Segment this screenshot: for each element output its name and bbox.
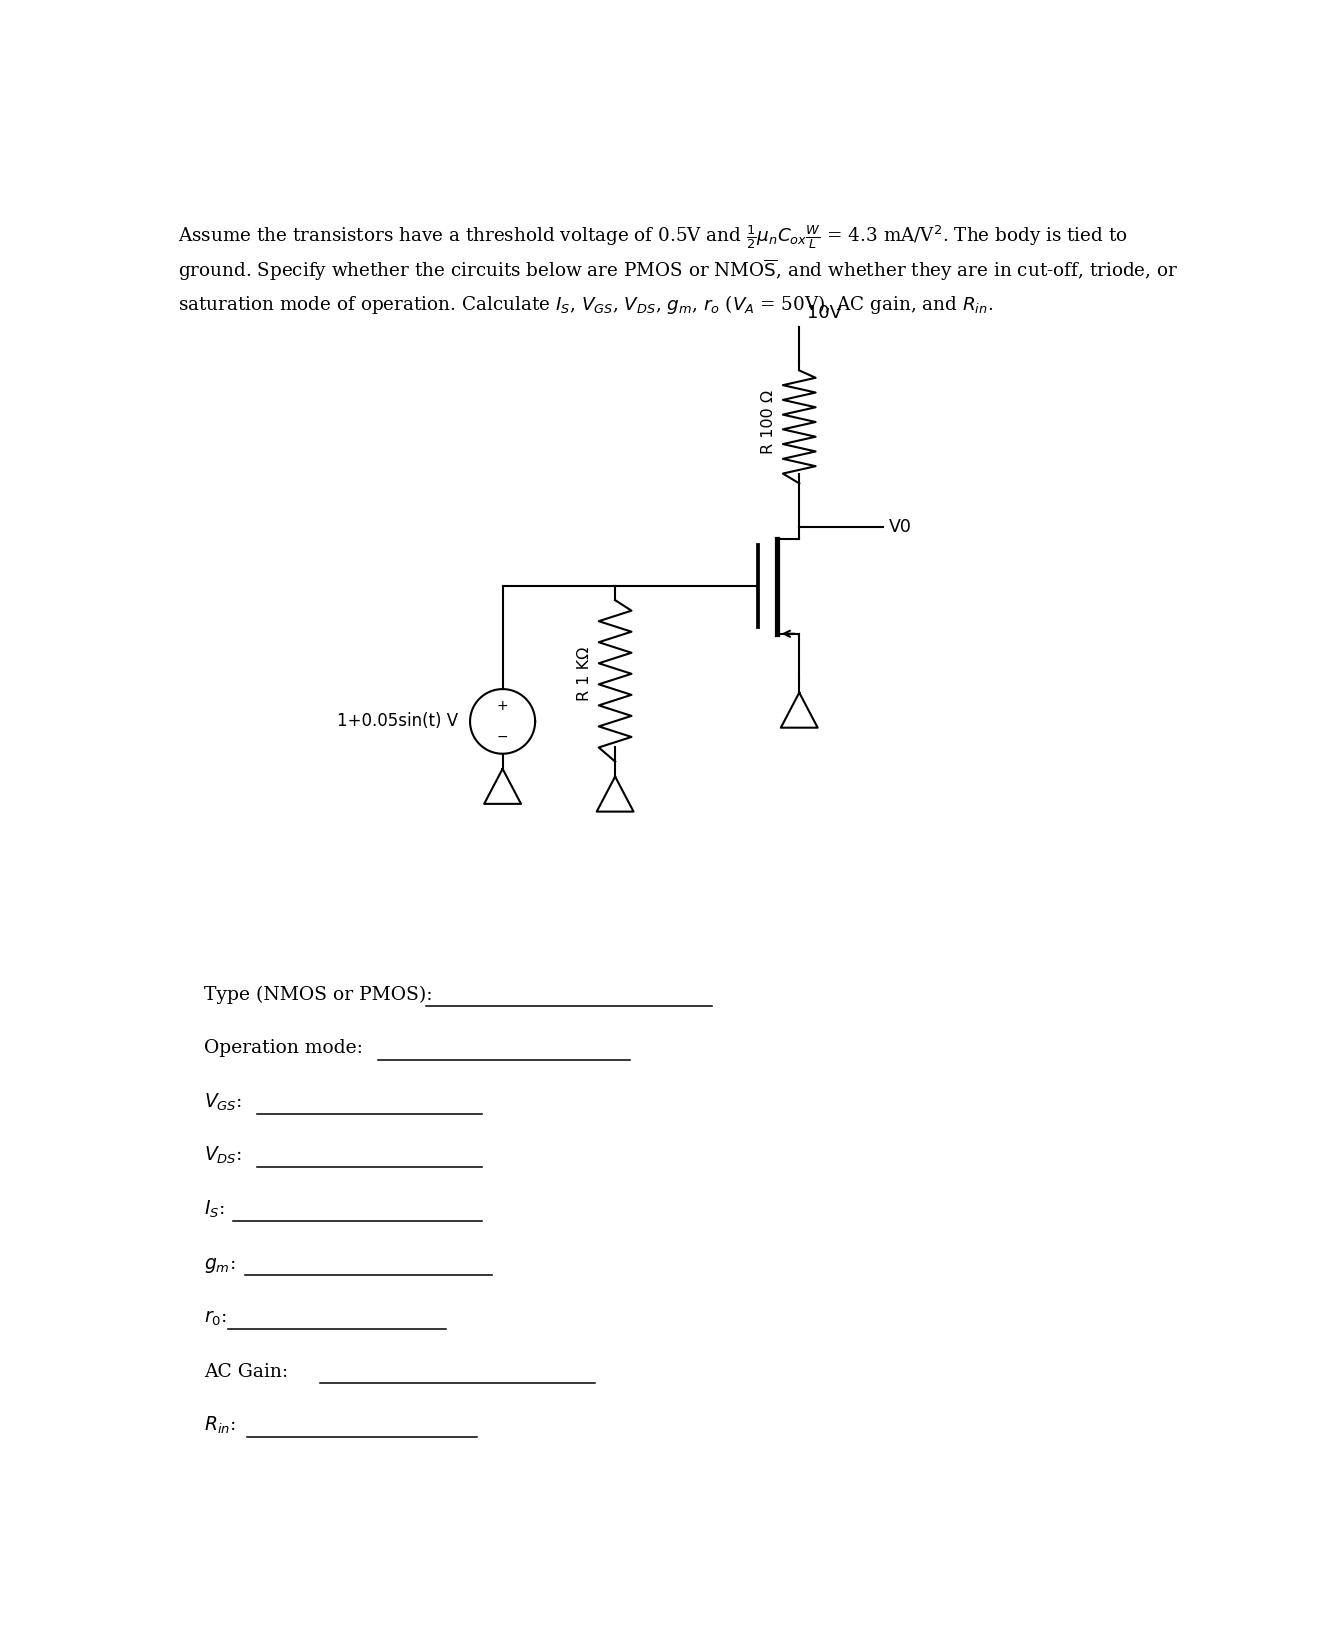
Text: −: −: [496, 731, 508, 744]
Text: Operation mode:: Operation mode:: [203, 1040, 363, 1058]
Text: R 1 KΩ: R 1 KΩ: [577, 646, 591, 701]
Text: $V_{DS}$:: $V_{DS}$:: [203, 1145, 242, 1167]
Text: R 100 Ω: R 100 Ω: [762, 390, 776, 454]
Text: +: +: [496, 700, 508, 713]
Text: V0: V0: [890, 519, 912, 537]
Text: Assume the transistors have a threshold voltage of 0.5V and $\frac{1}{2}\mu_nC_{: Assume the transistors have a threshold …: [178, 223, 1129, 251]
Text: 10V: 10V: [808, 304, 842, 322]
Text: 1+0.05sin(t) V: 1+0.05sin(t) V: [337, 713, 458, 731]
Text: saturation mode of operation. Calculate $I_S$, $V_{GS}$, $V_{DS}$, $g_m$, $r_o$ : saturation mode of operation. Calculate …: [178, 293, 994, 316]
Text: $I_S$:: $I_S$:: [203, 1199, 224, 1220]
Text: AC Gain:: AC Gain:: [203, 1363, 288, 1381]
Text: Type (NMOS or PMOS):: Type (NMOS or PMOS):: [203, 986, 433, 1004]
Text: $R_{in}$:: $R_{in}$:: [203, 1414, 236, 1435]
Text: $r_0$:: $r_0$:: [203, 1310, 227, 1328]
Text: $g_m$:: $g_m$:: [203, 1256, 235, 1276]
Text: ground. Specify whether the circuits below are PMOS or NMO$\overline{\mathrm{S}}: ground. Specify whether the circuits bel…: [178, 259, 1179, 283]
Text: $V_{GS}$:: $V_{GS}$:: [203, 1092, 242, 1113]
